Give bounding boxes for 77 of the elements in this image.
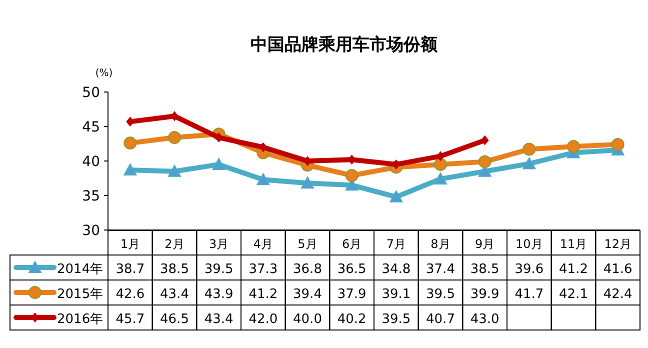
x-tick-label: 2月 <box>164 237 184 251</box>
chart-title: 中国品牌乘用车市场份额 <box>250 35 438 55</box>
data-label: 40.0 <box>293 312 322 327</box>
point <box>480 135 489 146</box>
data-label: 37.4 <box>426 262 455 277</box>
x-tick-label: 3月 <box>209 237 229 251</box>
y-tick-label: 30 <box>82 223 100 239</box>
point <box>434 172 447 184</box>
y-axis-title: (%) <box>95 68 113 79</box>
x-tick-label: 11月 <box>560 237 588 251</box>
data-label: 43.4 <box>204 312 234 327</box>
x-tick-label: 10月 <box>516 237 543 251</box>
x-tick-label: 7月 <box>386 237 406 251</box>
point <box>434 158 447 171</box>
point <box>214 132 223 143</box>
point <box>478 155 492 168</box>
legend-label: 2014年 <box>57 262 104 277</box>
data-label: 38.5 <box>160 262 189 277</box>
point <box>124 136 137 150</box>
y-tick-label: 45 <box>82 120 100 136</box>
point <box>567 140 580 154</box>
data-label: 39.4 <box>293 287 322 302</box>
x-tick-label: 9月 <box>475 237 495 251</box>
data-label: 39.9 <box>470 287 500 302</box>
legend-label: 2016年 <box>57 312 104 327</box>
data-label: 37.3 <box>248 262 278 277</box>
data-label: 34.8 <box>382 262 411 277</box>
y-tick-label: 50 <box>82 85 100 101</box>
data-label: 42.4 <box>603 287 632 302</box>
data-label: 41.7 <box>514 287 544 302</box>
data-label: 41.2 <box>559 262 588 277</box>
x-tick-label: 8月 <box>430 237 450 251</box>
point <box>345 168 358 182</box>
data-label: 40.7 <box>426 312 455 327</box>
x-tick-label: 4月 <box>253 237 273 251</box>
data-label: 41.6 <box>603 262 632 277</box>
data-label: 39.6 <box>514 262 544 277</box>
data-label: 43.4 <box>160 287 189 302</box>
data-label: 40.2 <box>337 312 366 327</box>
point <box>611 138 624 151</box>
point <box>256 173 270 186</box>
point <box>259 142 268 152</box>
x-tick-label: 6月 <box>342 237 362 251</box>
data-label: 41.2 <box>248 287 278 302</box>
point <box>124 163 137 176</box>
point <box>170 111 178 122</box>
point <box>522 142 536 156</box>
data-label: 39.5 <box>382 312 411 327</box>
point <box>436 151 444 162</box>
data-label: 39.5 <box>204 262 234 277</box>
data-label: 39.1 <box>382 287 411 302</box>
legend-label: 2015年 <box>57 287 104 302</box>
point <box>390 190 403 202</box>
point <box>168 164 181 177</box>
y-tick-label: 40 <box>82 154 100 170</box>
data-label: 36.5 <box>337 262 366 277</box>
x-tick-label: 12月 <box>604 237 632 251</box>
data-label: 38.5 <box>470 262 500 277</box>
y-tick-label: 35 <box>82 188 100 204</box>
data-label: 43.0 <box>470 312 500 327</box>
data-label: 46.5 <box>160 312 189 327</box>
point <box>304 156 312 166</box>
data-label: 42.1 <box>559 287 588 302</box>
data-label: 38.7 <box>116 262 145 277</box>
point <box>522 157 536 170</box>
point <box>301 176 314 189</box>
data-label: 43.9 <box>204 287 234 302</box>
data-label: 36.8 <box>293 262 322 277</box>
x-tick-label: 1月 <box>120 237 140 251</box>
data-label: 37.9 <box>337 287 366 302</box>
data-label: 42.0 <box>248 312 278 327</box>
x-tick-label: 5月 <box>298 237 318 251</box>
point <box>212 158 226 170</box>
data-label: 42.6 <box>116 287 145 302</box>
data-label: 39.5 <box>426 287 455 302</box>
point <box>168 131 181 144</box>
data-label: 45.7 <box>116 312 145 327</box>
